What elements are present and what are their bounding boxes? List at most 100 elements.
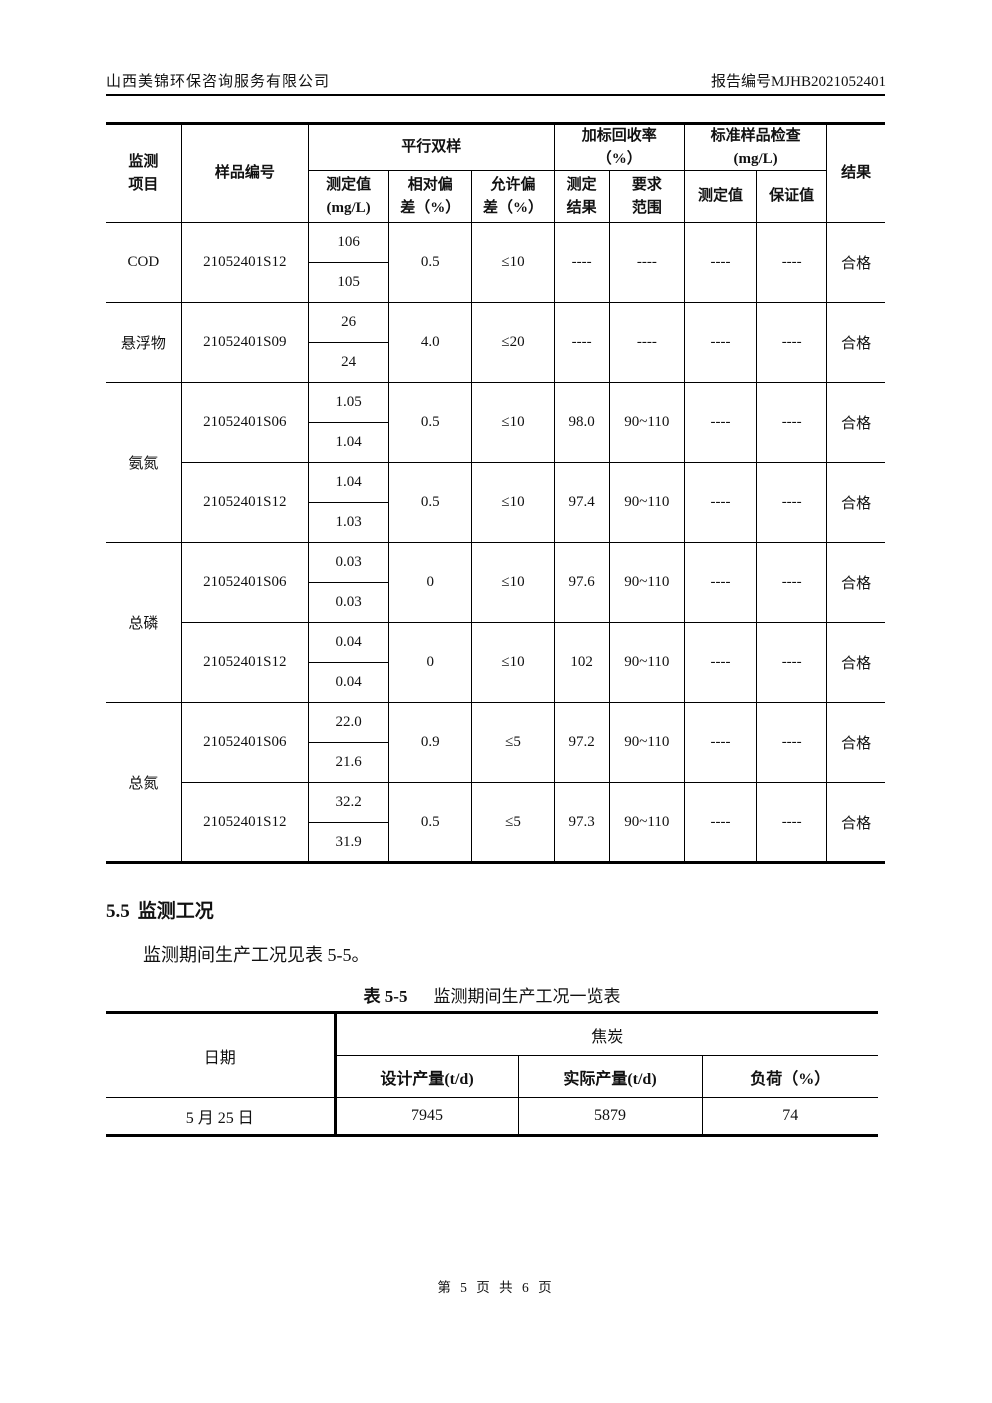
- qa-std-certified-cell: ----: [756, 782, 828, 863]
- qa-table-wrapper: 监测 项目 样品编号 平行双样 加标回收率 （%） 标准样品检查 (mg/L) …: [106, 122, 885, 864]
- prod-header-actual-output: 实际产量(t/d): [517, 1055, 703, 1098]
- qa-allowed-dev-cell: ≤10: [471, 622, 555, 703]
- qa-header-recovery-group: 加标回收率 （%）: [553, 123, 685, 171]
- qa-header-item: 监测 项目: [106, 123, 182, 223]
- prod-cell-date: 5 月 25 日: [106, 1097, 337, 1136]
- qa-std-measured-cell: ----: [683, 222, 758, 303]
- qa-header-measured-value: 测定值 (mg/L): [307, 170, 390, 223]
- qa-recovery-range-cell: ----: [608, 222, 685, 303]
- caption-title: 监测期间生产工况一览表: [433, 987, 621, 1006]
- qa-sample-id-cell: 21052401S06: [180, 382, 310, 463]
- qa-relative-dev-cell: 0.5: [388, 462, 473, 543]
- qa-recovery-range-cell: ----: [608, 302, 685, 383]
- qa-std-measured-cell: ----: [683, 782, 758, 863]
- qa-sample-row: 氨氮 21052401S06 1.05 0.5 ≤10 98.0 90~110 ---- ---…: [106, 382, 885, 543]
- qa-recovery-result-cell: 97.4: [553, 462, 610, 543]
- qa-header-recovery-range: 要求 范围: [608, 170, 685, 223]
- qa-recovery-range-cell: 90~110: [608, 542, 685, 623]
- qa-param-cell: 悬浮物: [106, 302, 182, 383]
- qa-measured-bottom-cell: 21.6: [307, 742, 390, 783]
- qa-param-cell: 总氮: [106, 702, 182, 863]
- qa-allowed-dev-cell: ≤10: [471, 222, 555, 303]
- caption-label: 表 5-5: [363, 987, 408, 1006]
- qa-recovery-range-cell: 90~110: [608, 782, 685, 863]
- qa-recovery-range-cell: 90~110: [608, 622, 685, 703]
- qa-recovery-result-cell: 98.0: [553, 382, 610, 463]
- qa-sample-row-second-half: 1.03: [106, 502, 885, 543]
- section-paragraph: 监测期间生产工况见表 5-5。: [143, 945, 370, 965]
- qa-allowed-dev-cell: ≤10: [471, 462, 555, 543]
- qa-std-measured-cell: ----: [683, 542, 758, 623]
- qa-param-cell: 总磷: [106, 542, 182, 703]
- qa-std-measured-cell: ----: [683, 382, 758, 463]
- qa-measured-bottom-cell: 0.04: [307, 662, 390, 703]
- qa-measured-top-cell: 32.2: [307, 782, 390, 823]
- qa-recovery-result-cell: 97.6: [553, 542, 610, 623]
- prod-header-product-group: 焦炭: [334, 1012, 879, 1056]
- section-number: 5.5: [106, 901, 130, 922]
- qa-allowed-dev-cell: ≤20: [471, 302, 555, 383]
- qa-measured-bottom-cell: 24: [307, 342, 390, 383]
- qa-std-certified-cell: ----: [756, 222, 828, 303]
- qa-measured-top-cell: 1.05: [307, 382, 390, 423]
- qa-sample-row-second-half: 105: [106, 262, 885, 303]
- qa-sample-row-second-half: 0.03: [106, 582, 885, 623]
- qa-std-certified-cell: ----: [756, 542, 828, 623]
- qa-std-certified-cell: ----: [756, 302, 828, 383]
- qa-sample-row: 21052401S12 32.2 0.5 ≤5 97.3 90~110 ---- ---- 合格: [106, 782, 885, 863]
- qa-std-certified-cell: ----: [756, 622, 828, 703]
- qa-header-result: 结果: [826, 123, 885, 223]
- qa-recovery-range-cell: 90~110: [608, 462, 685, 543]
- qa-header-sample-id: 样品编号: [180, 123, 310, 223]
- qa-header-allowed-dev: 允许偏 差（%）: [471, 170, 555, 223]
- qa-sample-row-second-half: 21.6: [106, 742, 885, 783]
- prod-data-row: 5 月 25 日 7945 5879 74: [106, 1097, 879, 1136]
- qa-sample-row: 21052401S12 1.04 0.5 ≤10 97.4 90~110 ---- ---- 合…: [106, 462, 885, 543]
- qa-relative-dev-cell: 0: [388, 542, 473, 623]
- qa-allowed-dev-cell: ≤10: [471, 382, 555, 463]
- qa-std-certified-cell: ----: [756, 702, 828, 783]
- qa-header-std-certified: 保证值: [756, 170, 828, 223]
- qa-sample-row-second-half: 31.9: [106, 822, 885, 863]
- qa-measured-bottom-cell: 1.04: [307, 422, 390, 463]
- qa-sample-id-cell: 21052401S12: [180, 622, 310, 703]
- qa-measured-bottom-cell: 31.9: [307, 822, 390, 863]
- qa-sample-id-cell: 21052401S12: [180, 782, 310, 863]
- qa-header-parallel-group: 平行双样: [308, 123, 555, 171]
- qa-recovery-result-cell: ----: [553, 222, 610, 303]
- qa-measured-top-cell: 0.03: [307, 542, 390, 583]
- qa-sample-row: 21052401S12 0.04 0 ≤10 102 90~110 ---- ---- 合格: [106, 622, 885, 703]
- qa-result-cell: 合格: [826, 622, 885, 703]
- qa-sample-id-cell: 21052401S12: [180, 222, 310, 303]
- page-number: 第 5 页 共 6 页: [437, 1280, 555, 1295]
- qa-allowed-dev-cell: ≤5: [471, 782, 555, 863]
- prod-cell-load: 74: [701, 1097, 879, 1136]
- qa-sample-id-cell: 21052401S06: [180, 702, 310, 783]
- qa-relative-dev-cell: 0.9: [388, 702, 473, 783]
- qa-sample-row: 总氮 21052401S06 22.0 0.9 ≤5 97.2 90~110 ---- ----…: [106, 702, 885, 863]
- qa-relative-dev-cell: 0.5: [388, 222, 473, 303]
- qa-allowed-dev-cell: ≤5: [471, 702, 555, 783]
- section-heading: 5.5 监测工况: [106, 896, 214, 923]
- qa-measured-top-cell: 26: [307, 302, 390, 343]
- qa-allowed-dev-cell: ≤10: [471, 542, 555, 623]
- qa-header-recovery-result: 测定 结果: [553, 170, 610, 223]
- qa-sample-id-cell: 21052401S12: [180, 462, 310, 543]
- company-name: 山西美锦环保咨询服务有限公司: [106, 74, 331, 90]
- qa-measured-top-cell: 106: [307, 222, 390, 263]
- qa-param-cell: COD: [106, 222, 182, 303]
- qa-measured-top-cell: 22.0: [307, 702, 390, 743]
- qa-sample-id-cell: 21052401S09: [180, 302, 310, 383]
- production-table-caption: 表 5-5 监测期间生产工况一览表: [106, 982, 878, 1007]
- qa-table-head: 监测 项目 样品编号 平行双样 加标回收率 （%） 标准样品检查 (mg/L) …: [106, 123, 885, 223]
- qa-recovery-result-cell: 97.3: [553, 782, 610, 863]
- qa-relative-dev-cell: 0.5: [388, 382, 473, 463]
- prod-cell-actual: 5879: [517, 1097, 703, 1136]
- production-table-wrapper: 日期 焦炭 设计产量(t/d) 实际产量(t/d) 负荷（%） 5 月 25 日…: [106, 1011, 879, 1137]
- qa-header-std-group: 标准样品检查 (mg/L): [683, 123, 828, 171]
- qa-measured-bottom-cell: 1.03: [307, 502, 390, 543]
- qa-result-cell: 合格: [826, 702, 885, 783]
- qa-recovery-range-cell: 90~110: [608, 702, 685, 783]
- qa-relative-dev-cell: 0.5: [388, 782, 473, 863]
- qa-recovery-result-cell: 97.2: [553, 702, 610, 783]
